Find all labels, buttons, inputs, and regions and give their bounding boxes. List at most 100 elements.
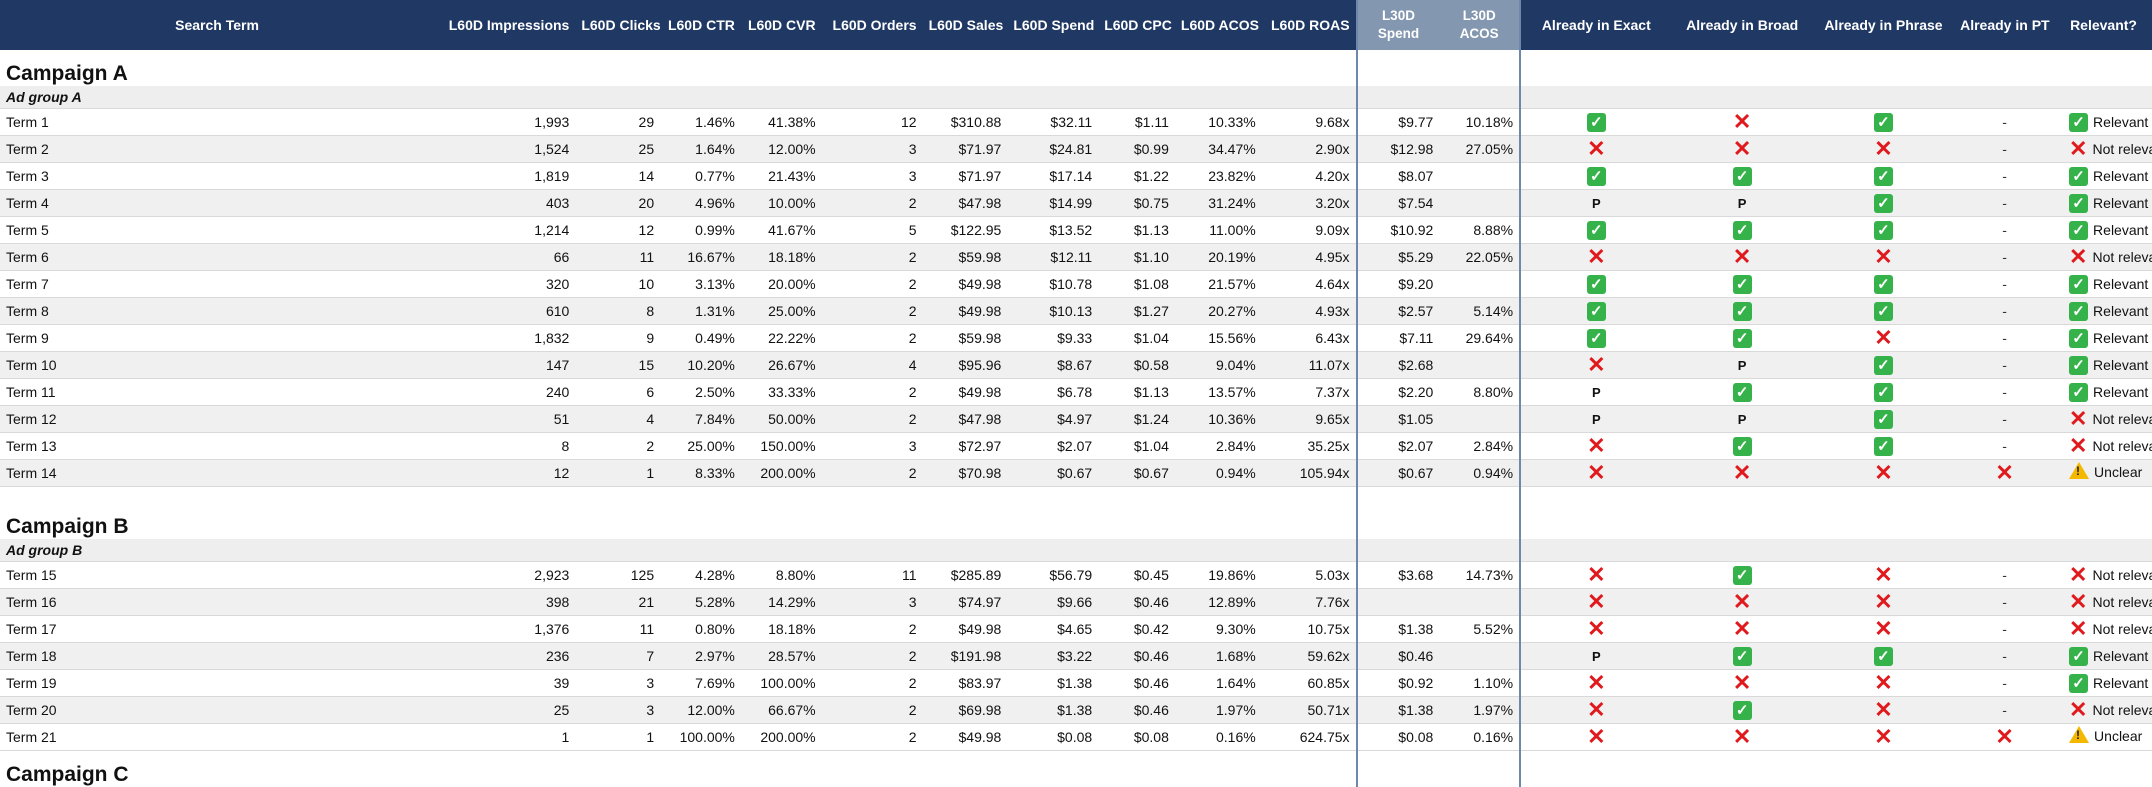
exact-indicator-cell[interactable]: ✓ xyxy=(1520,298,1671,325)
cvr-cell[interactable]: 50.00% xyxy=(741,406,822,433)
l30-spend-cell[interactable]: $5.29 xyxy=(1357,244,1440,271)
l30-acos-cell[interactable]: 5.14% xyxy=(1439,298,1520,325)
header-pt[interactable]: Already in PT xyxy=(1954,0,2055,50)
pt-indicator-cell[interactable]: - xyxy=(1954,670,2055,697)
header-phrase[interactable]: Already in Phrase xyxy=(1813,0,1954,50)
clicks-cell[interactable]: 1 xyxy=(575,460,660,487)
l30-spend-cell[interactable]: $2.20 xyxy=(1357,379,1440,406)
sales-cell[interactable]: $49.98 xyxy=(923,298,1008,325)
ctr-cell[interactable]: 10.20% xyxy=(660,352,741,379)
exact-indicator-cell[interactable]: ✓ xyxy=(1520,109,1671,136)
sales-cell[interactable]: $49.98 xyxy=(923,379,1008,406)
roas-cell[interactable]: 624.75x xyxy=(1262,724,1357,751)
search-term-cell[interactable]: Term 19 xyxy=(0,670,434,697)
broad-indicator-cell[interactable]: ✓ xyxy=(1671,325,1812,352)
cvr-cell[interactable]: 33.33% xyxy=(741,379,822,406)
sales-cell[interactable]: $49.98 xyxy=(923,271,1008,298)
clicks-cell[interactable]: 11 xyxy=(575,616,660,643)
search-term-cell[interactable]: Term 12 xyxy=(0,406,434,433)
cvr-cell[interactable]: 25.00% xyxy=(741,298,822,325)
l30-spend-cell[interactable]: $2.07 xyxy=(1357,433,1440,460)
search-term-cell[interactable]: Term 16 xyxy=(0,589,434,616)
broad-indicator-cell[interactable]: P xyxy=(1671,352,1812,379)
l30-spend-cell[interactable]: $9.77 xyxy=(1357,109,1440,136)
roas-cell[interactable]: 4.93x xyxy=(1262,298,1357,325)
impressions-cell[interactable]: 398 xyxy=(434,589,575,616)
impressions-cell[interactable]: 66 xyxy=(434,244,575,271)
broad-indicator-cell[interactable]: ✕ xyxy=(1671,244,1812,271)
phrase-indicator-cell[interactable]: ✕ xyxy=(1813,697,1954,724)
cpc-cell[interactable]: $0.45 xyxy=(1098,562,1175,589)
cvr-cell[interactable]: 10.00% xyxy=(741,190,822,217)
broad-indicator-cell[interactable]: ✕ xyxy=(1671,109,1812,136)
l30-acos-cell[interactable] xyxy=(1439,190,1520,217)
acos-cell[interactable]: 13.57% xyxy=(1175,379,1262,406)
broad-indicator-cell[interactable]: ✕ xyxy=(1671,724,1812,751)
roas-cell[interactable]: 7.76x xyxy=(1262,589,1357,616)
l30-spend-cell[interactable]: $2.68 xyxy=(1357,352,1440,379)
broad-indicator-cell[interactable]: ✕ xyxy=(1671,136,1812,163)
search-term-cell[interactable]: Term 7 xyxy=(0,271,434,298)
acos-cell[interactable]: 2.84% xyxy=(1175,433,1262,460)
cpc-cell[interactable]: $1.24 xyxy=(1098,406,1175,433)
clicks-cell[interactable]: 6 xyxy=(575,379,660,406)
impressions-cell[interactable]: 1,832 xyxy=(434,325,575,352)
sales-cell[interactable]: $71.97 xyxy=(923,136,1008,163)
roas-cell[interactable]: 4.95x xyxy=(1262,244,1357,271)
spend-cell[interactable]: $10.78 xyxy=(1007,271,1098,298)
sales-cell[interactable]: $71.97 xyxy=(923,163,1008,190)
spend-cell[interactable]: $32.11 xyxy=(1007,109,1098,136)
orders-cell[interactable]: 12 xyxy=(822,109,923,136)
exact-indicator-cell[interactable]: ✓ xyxy=(1520,325,1671,352)
clicks-cell[interactable]: 11 xyxy=(575,244,660,271)
orders-cell[interactable]: 2 xyxy=(822,190,923,217)
impressions-cell[interactable]: 147 xyxy=(434,352,575,379)
impressions-cell[interactable]: 240 xyxy=(434,379,575,406)
acos-cell[interactable]: 10.33% xyxy=(1175,109,1262,136)
pt-indicator-cell[interactable]: - xyxy=(1954,697,2055,724)
impressions-cell[interactable]: 1 xyxy=(434,724,575,751)
ctr-cell[interactable]: 7.69% xyxy=(660,670,741,697)
relevance-cell[interactable]: ✓Relevant xyxy=(2055,190,2152,217)
acos-cell[interactable]: 19.86% xyxy=(1175,562,1262,589)
impressions-cell[interactable]: 25 xyxy=(434,697,575,724)
roas-cell[interactable]: 6.43x xyxy=(1262,325,1357,352)
clicks-cell[interactable]: 9 xyxy=(575,325,660,352)
ctr-cell[interactable]: 5.28% xyxy=(660,589,741,616)
phrase-indicator-cell[interactable]: ✓ xyxy=(1813,433,1954,460)
cpc-cell[interactable]: $0.75 xyxy=(1098,190,1175,217)
pt-indicator-cell[interactable]: - xyxy=(1954,589,2055,616)
relevance-cell[interactable]: ✓Relevant xyxy=(2055,109,2152,136)
orders-cell[interactable]: 2 xyxy=(822,724,923,751)
l30-acos-cell[interactable]: 1.10% xyxy=(1439,670,1520,697)
orders-cell[interactable]: 11 xyxy=(822,562,923,589)
orders-cell[interactable]: 2 xyxy=(822,298,923,325)
cvr-cell[interactable]: 200.00% xyxy=(741,724,822,751)
cvr-cell[interactable]: 18.18% xyxy=(741,616,822,643)
phrase-indicator-cell[interactable]: ✓ xyxy=(1813,271,1954,298)
clicks-cell[interactable]: 4 xyxy=(575,406,660,433)
search-term-cell[interactable]: Term 1 xyxy=(0,109,434,136)
cpc-cell[interactable]: $1.04 xyxy=(1098,325,1175,352)
l30-acos-cell[interactable]: 0.16% xyxy=(1439,724,1520,751)
search-term-cell[interactable]: Term 13 xyxy=(0,433,434,460)
l30-acos-cell[interactable]: 14.73% xyxy=(1439,562,1520,589)
relevance-cell[interactable]: ✓Relevant xyxy=(2055,352,2152,379)
sales-cell[interactable]: $69.98 xyxy=(923,697,1008,724)
cvr-cell[interactable]: 41.67% xyxy=(741,217,822,244)
sales-cell[interactable]: $49.98 xyxy=(923,616,1008,643)
pt-indicator-cell[interactable]: - xyxy=(1954,406,2055,433)
cpc-cell[interactable]: $0.99 xyxy=(1098,136,1175,163)
acos-cell[interactable]: 10.36% xyxy=(1175,406,1262,433)
header-spend[interactable]: L60D Spend xyxy=(1007,0,1098,50)
acos-cell[interactable]: 31.24% xyxy=(1175,190,1262,217)
broad-indicator-cell[interactable]: P xyxy=(1671,406,1812,433)
